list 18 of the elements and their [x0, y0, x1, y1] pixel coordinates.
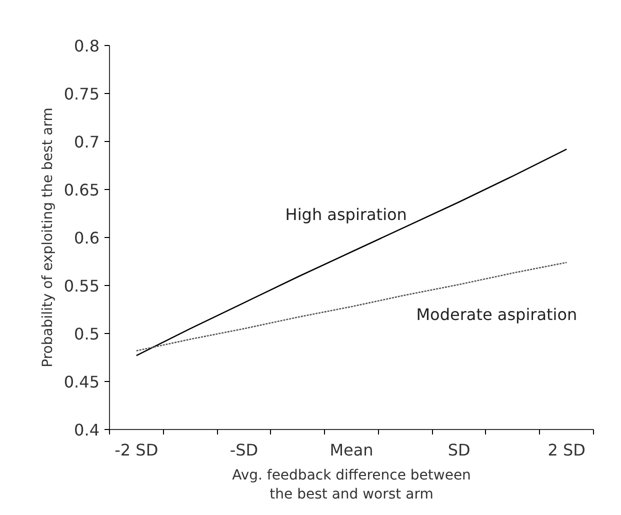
series-label: High aspiration	[285, 204, 407, 224]
y-axis-title: Probability of exploiting the best arm	[40, 108, 56, 368]
series-label: Moderate aspiration	[416, 304, 578, 324]
y-tick-label: 0.75	[64, 84, 100, 104]
y-tick-label: 0.7	[74, 132, 100, 152]
x-tick-label: 2 SD	[548, 440, 586, 460]
x-tick-label: SD	[448, 440, 470, 460]
x-tick-label: -2 SD	[114, 440, 158, 460]
y-tick-label: 0.4	[74, 420, 100, 440]
y-tick-label: 0.5	[74, 324, 100, 344]
y-tick-label: 0.6	[74, 228, 100, 248]
x-axis-title: Avg. feedback difference between the best and worst arm	[232, 468, 471, 503]
y-tick-label: 0.8	[74, 36, 100, 56]
y-tick-label: 0.45	[64, 372, 100, 392]
x-tick-label: Mean	[330, 440, 374, 460]
y-tick-label: 0.65	[64, 180, 100, 200]
x-tick-label: -SD	[230, 440, 258, 460]
y-tick-label: 0.55	[64, 276, 100, 296]
